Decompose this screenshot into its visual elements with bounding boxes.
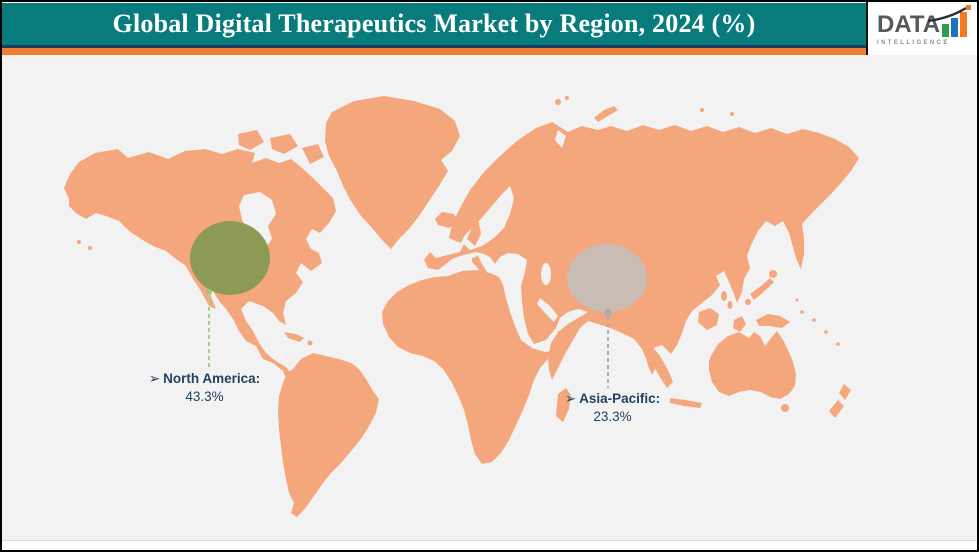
region-bubble-asia-pacific[interactable] <box>567 244 647 312</box>
region-value: 23.3% <box>593 409 632 424</box>
banner-orange-rule <box>2 48 866 55</box>
island-java <box>670 398 702 408</box>
region-value: 43.3% <box>185 389 224 404</box>
leader-dot-asia-pacific <box>604 309 612 317</box>
logo-tagline: INTELLIGENCE <box>877 40 950 46</box>
page-title: Global Digital Therapeutics Market by Re… <box>112 9 756 38</box>
logo-swoosh-arrow-icon <box>928 5 971 22</box>
islands-japan <box>750 278 774 300</box>
data-intelligence-logo: DATA INTELLIGENCE <box>866 2 977 56</box>
continent-australia <box>709 331 796 399</box>
persian-gulf <box>537 298 558 322</box>
region-name: Asia-Pacific: <box>579 391 661 406</box>
logo-bar-green <box>942 24 950 37</box>
white-sea <box>555 130 566 148</box>
logo-wordmark: DATA <box>877 11 941 38</box>
island-borneo <box>698 308 719 330</box>
label-north-america: ➢ North America: 43.3% <box>122 370 287 406</box>
banner-navy-rule <box>2 45 866 48</box>
continent-eurasia <box>424 122 859 380</box>
island-tasmania <box>781 404 789 412</box>
hudson-bay <box>239 192 276 251</box>
leader-dot-north-america <box>206 289 212 295</box>
label-asia-pacific: ➢ Asia-Pacific: 23.3% <box>530 390 695 426</box>
bottom-margin-strip <box>2 541 977 550</box>
island-madagascar <box>556 388 571 422</box>
logo-bar-blue <box>951 18 959 37</box>
arrow-bullet-icon: ➢ <box>148 371 161 386</box>
continent-africa <box>382 270 558 464</box>
map-canvas <box>2 55 977 541</box>
caspian-sea <box>541 263 551 285</box>
title-banner: Global Digital Therapeutics Market by Re… <box>2 3 866 45</box>
world-map <box>64 96 859 517</box>
island-sumatra <box>646 344 673 388</box>
islands-new-zealand <box>839 384 851 400</box>
continent-south-america <box>278 353 379 517</box>
region-name: North America: <box>163 371 261 386</box>
black-sea <box>503 255 521 265</box>
island-sulawesi <box>733 316 746 332</box>
island-greenland <box>325 96 460 249</box>
logo-bar-orange <box>960 12 968 37</box>
arrow-bullet-icon: ➢ <box>564 391 577 406</box>
island-new-guinea <box>756 314 790 328</box>
region-bubble-north-america[interactable] <box>190 221 270 295</box>
